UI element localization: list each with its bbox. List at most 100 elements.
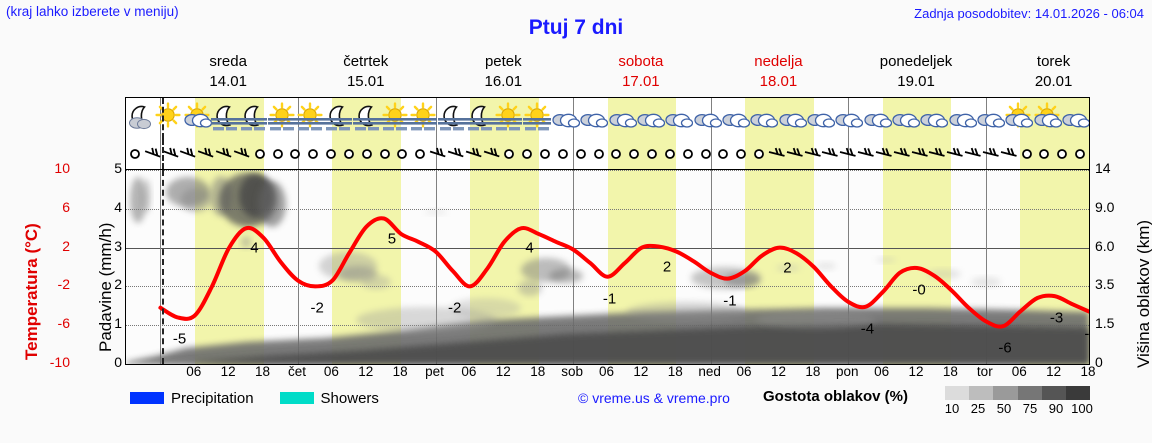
wind-barb bbox=[964, 139, 982, 167]
temperature-tick-3: -2 bbox=[57, 276, 70, 293]
x-tick-06-0: 06 bbox=[186, 364, 202, 379]
wind-barb bbox=[340, 139, 358, 167]
moon-fog-icon bbox=[210, 98, 240, 139]
cloud-height-tick-2: 6.0 bbox=[1095, 237, 1115, 254]
cloud-density-step-1 bbox=[969, 386, 994, 400]
wind-barb bbox=[233, 139, 251, 167]
wind-barb bbox=[875, 139, 893, 167]
wind-barb bbox=[893, 139, 911, 167]
cloud-density-legend-title: Gostota oblakov (%) bbox=[763, 388, 909, 405]
x-tick-12-1: 12 bbox=[220, 364, 236, 379]
wind-barb bbox=[304, 139, 322, 167]
x-tick-18-22: 18 bbox=[942, 364, 958, 379]
wind-barb bbox=[697, 139, 715, 167]
day-divider bbox=[160, 98, 162, 139]
wind-barb bbox=[982, 139, 1000, 167]
sun-cloud-icon bbox=[1032, 98, 1062, 139]
wind-barb bbox=[1018, 139, 1036, 167]
moon-fog-icon bbox=[352, 98, 382, 139]
cloud-density-step-0 bbox=[945, 386, 970, 400]
cloud-icon bbox=[692, 98, 722, 139]
wind-barb bbox=[554, 139, 572, 167]
x-tick-06-24: 06 bbox=[1011, 364, 1027, 379]
moon-cloud-icon bbox=[126, 98, 155, 139]
day-divider bbox=[160, 170, 162, 364]
moon-fog-icon bbox=[465, 98, 495, 139]
location-menu-note[interactable]: (kraj lahko izberete v meniju) bbox=[6, 4, 179, 19]
x-tick-pet-7: pet bbox=[425, 364, 444, 379]
temperature-value-label: 4 bbox=[525, 239, 534, 257]
cloud-height-tick-3: 3.5 bbox=[1095, 276, 1115, 293]
wind-barb bbox=[607, 139, 625, 167]
wind-barb bbox=[625, 139, 643, 167]
wind-barb bbox=[536, 139, 554, 167]
cloud-height-tick-4: 1.5 bbox=[1095, 315, 1115, 332]
temperature-value-label: 2 bbox=[662, 258, 672, 276]
sun-cloud-icon bbox=[1003, 98, 1034, 139]
temperature-tick-1: 6 bbox=[62, 198, 70, 215]
wind-barb bbox=[376, 139, 394, 167]
wind-barb bbox=[286, 139, 304, 167]
day-header-torek: torek 20.01 bbox=[985, 52, 1123, 92]
temperature-tick-5: -10 bbox=[49, 354, 70, 370]
x-tick-18-10: 18 bbox=[530, 364, 546, 379]
day-date: 16.01 bbox=[484, 73, 523, 90]
cloud-density-colorbar-labels: 10 25 50 75 90 100 bbox=[940, 401, 1095, 417]
page-title: Ptuj 7 dni bbox=[528, 16, 624, 39]
temperature-value-label: 4 bbox=[250, 239, 259, 257]
day-date: 20.01 bbox=[1034, 73, 1073, 90]
x-tick-06-16: 06 bbox=[736, 364, 752, 379]
wind-barb bbox=[679, 139, 697, 167]
wind-barb bbox=[197, 139, 215, 167]
wind-barb bbox=[518, 139, 536, 167]
wind-barb bbox=[804, 139, 822, 167]
cloud-height-tick-5: 0 bbox=[1095, 354, 1103, 370]
cloud-icon bbox=[748, 98, 779, 139]
temperature-value-label: 5 bbox=[387, 230, 397, 247]
cloud-icon bbox=[805, 98, 836, 139]
wind-barb bbox=[483, 139, 501, 167]
temperature-axis-title: Temperatura (°C) bbox=[22, 223, 41, 360]
current-time-marker bbox=[161, 170, 164, 364]
wind-barb bbox=[661, 139, 679, 167]
legend-item-showers: Showers bbox=[279, 390, 379, 407]
cloud-density-step-3 bbox=[1017, 386, 1042, 400]
wind-barb bbox=[1053, 139, 1071, 167]
temperature-value-label: -6 bbox=[998, 339, 1012, 357]
x-tick-18-6: 18 bbox=[392, 364, 408, 379]
wind-barb bbox=[162, 139, 180, 167]
wind-barb bbox=[179, 139, 197, 167]
credit-link[interactable]: © vreme.us & vreme.pro bbox=[578, 390, 730, 406]
x-tick-12-17: 12 bbox=[770, 364, 786, 379]
wind-barb bbox=[126, 139, 144, 167]
sun-fog-icon bbox=[380, 98, 410, 139]
cloud-density-step-4 bbox=[1041, 386, 1066, 400]
temperature-tick-2: 2 bbox=[62, 237, 70, 254]
showers-swatch bbox=[279, 392, 314, 404]
day-divider bbox=[985, 170, 987, 364]
wind-barb bbox=[946, 139, 964, 167]
temperature-tick-4: -6 bbox=[57, 315, 70, 332]
x-tick-12-25: 12 bbox=[1046, 364, 1062, 379]
wind-barb bbox=[786, 139, 804, 167]
cloud-density-tick-75: 75 bbox=[1022, 401, 1038, 416]
cloud-icon bbox=[947, 98, 977, 139]
sun-fog-icon bbox=[522, 98, 552, 139]
temperature-value-label: -2 bbox=[448, 299, 462, 317]
cloud-icon bbox=[862, 98, 892, 139]
wind-barb bbox=[643, 139, 661, 167]
sun-fog-icon bbox=[408, 98, 438, 139]
wind-barb bbox=[768, 139, 786, 167]
x-tick-sob-11: sob bbox=[561, 364, 583, 379]
wind-barb bbox=[411, 139, 429, 167]
cloud-icon bbox=[720, 98, 751, 139]
x-tick-18-26: 18 bbox=[1080, 364, 1096, 379]
wind-barb bbox=[750, 139, 768, 167]
wind-barb bbox=[358, 139, 376, 167]
cloud-density-step-5 bbox=[1065, 386, 1091, 400]
day-name: ponedeljek bbox=[879, 53, 953, 70]
cloud-icon bbox=[550, 98, 581, 139]
sun-fog-icon bbox=[295, 98, 325, 139]
x-tick-06-4: 06 bbox=[323, 364, 339, 379]
cloud-icon bbox=[918, 98, 949, 139]
